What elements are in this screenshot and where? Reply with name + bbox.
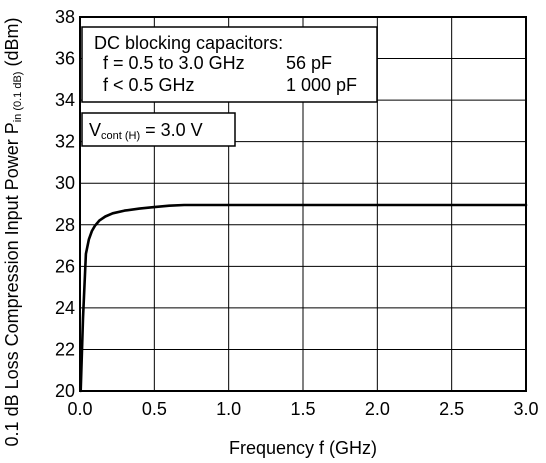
y-tick-label: 24	[55, 298, 75, 318]
annotation-line-3-label: f < 0.5 GHz	[103, 75, 195, 95]
y-tick-label: 36	[55, 49, 75, 69]
x-tick-label: 2.0	[365, 399, 390, 419]
y-tick-label: 22	[55, 339, 75, 359]
annotation-layer: DC blocking capacitors: f = 0.5 to 3.0 G…	[82, 27, 377, 146]
condition-subscript: cont (H)	[101, 130, 140, 142]
y-tick-label: 32	[55, 132, 75, 152]
x-tick-label: 3.0	[513, 399, 538, 419]
x-tick-label: 2.5	[439, 399, 464, 419]
y-tick-label: 20	[55, 381, 75, 401]
y-axis-label-main: 0.1 dB Loss Compression Input Power P	[2, 122, 22, 446]
y-tick-label: 34	[55, 90, 75, 110]
y-tick-label: 28	[55, 215, 75, 235]
y-axis-label-subscript: in (0.1 dB)	[12, 72, 24, 123]
y-axis-label: 0.1 dB Loss Compression Input Power Pin …	[2, 18, 24, 447]
annotation-line-2-label: f = 0.5 to 3.0 GHz	[103, 53, 245, 73]
x-tick-label: 0.0	[67, 399, 92, 419]
condition-prefix: V	[89, 120, 101, 140]
y-axis-label-unit: (dBm)	[2, 18, 22, 72]
y-tick-label: 38	[55, 7, 75, 27]
y-tick-label: 26	[55, 256, 75, 276]
condition-suffix: = 3.0 V	[140, 120, 203, 140]
x-tick-label: 1.0	[216, 399, 241, 419]
annotation-line-2-value: 56 pF	[286, 53, 332, 73]
y-tick-label: 30	[55, 173, 75, 193]
x-axis-label: Frequency f (GHz)	[229, 438, 377, 458]
annotation-line-3-value: 1 000 pF	[286, 75, 357, 95]
x-tick-label: 1.5	[290, 399, 315, 419]
x-tick-label: 0.5	[142, 399, 167, 419]
annotation-line-1: DC blocking capacitors:	[94, 33, 283, 53]
